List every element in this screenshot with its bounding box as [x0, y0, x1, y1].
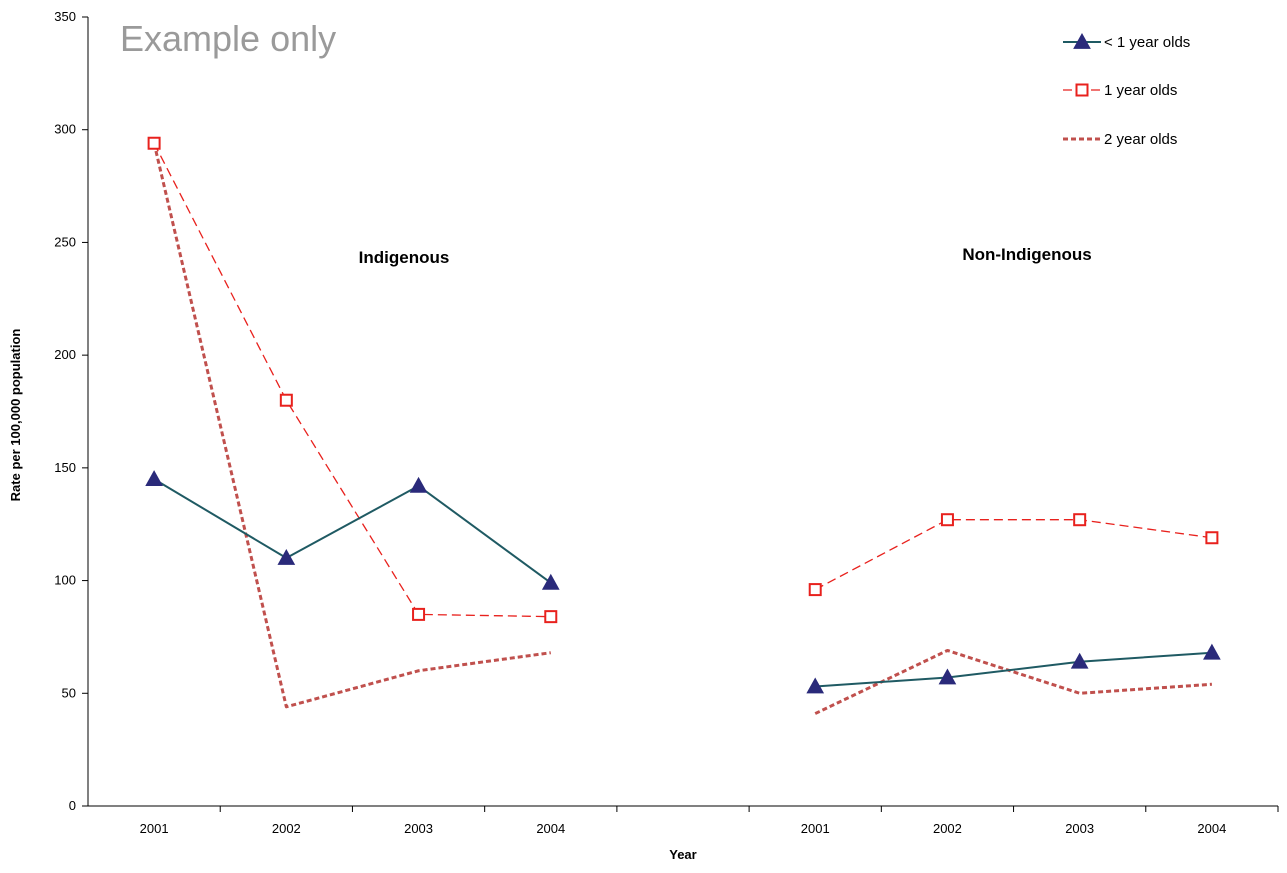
square-marker — [279, 393, 293, 407]
legend-label: 1 year olds — [1104, 82, 1177, 99]
x-tick-label: 2004 — [536, 821, 565, 836]
square-marker — [1205, 531, 1219, 545]
legend-label: < 1 year olds — [1104, 34, 1190, 51]
series-line-one_year — [814, 519, 1212, 591]
square-marker — [940, 513, 954, 527]
series-line-two_year — [152, 142, 551, 709]
x-tick-label: 2002 — [272, 821, 301, 836]
x-tick-label: 2004 — [1197, 821, 1226, 836]
triangle-marker — [145, 470, 163, 487]
tick-labels: 0 50 100 150 200 250 300 350 2001 2002 2003 2004 200… — [54, 9, 1226, 836]
y-tick-label: 0 — [69, 798, 76, 813]
series-under1 — [145, 470, 1221, 694]
series-line-under1 — [153, 478, 552, 584]
x-tick-label: 2003 — [1065, 821, 1094, 836]
triangle-marker — [1070, 652, 1089, 669]
y-tick-label: 150 — [54, 460, 76, 475]
legend-item-under1: < 1 year olds — [1063, 32, 1190, 51]
series-layer — [145, 136, 1221, 715]
x-axis-title: Year — [669, 847, 696, 862]
square-marker — [147, 136, 161, 150]
series-line-under1 — [815, 651, 1212, 688]
x-tick-label: 2001 — [801, 821, 830, 836]
triangle-marker — [938, 668, 957, 685]
triangle-marker — [409, 476, 428, 493]
x-tick-label: 2002 — [933, 821, 962, 836]
x-tick-label: 2001 — [140, 821, 169, 836]
series-one_year — [147, 136, 1219, 624]
group-label-non-indigenous: Non-Indigenous — [962, 245, 1091, 264]
square-marker — [412, 607, 426, 621]
triangle-marker — [277, 548, 296, 565]
y-tick-label: 100 — [54, 573, 76, 588]
series-line-one_year — [153, 142, 551, 618]
y-tick-label: 200 — [54, 347, 76, 362]
y-axis-title: Rate per 100,000 population — [8, 329, 23, 502]
triangle-marker — [1203, 643, 1221, 660]
series-two_year — [152, 142, 1212, 715]
axes — [82, 16, 1279, 812]
square-marker — [808, 583, 822, 597]
x-tick-label: 2003 — [404, 821, 433, 836]
triangle-marker — [541, 573, 560, 590]
legend-item-one_year: 1 year olds — [1063, 82, 1177, 99]
y-tick-label: 250 — [54, 234, 76, 249]
y-tick-label: 350 — [54, 9, 76, 24]
legend: < 1 year olds 1 year olds 2 year olds — [1063, 32, 1190, 148]
group-label-indigenous: Indigenous — [359, 248, 450, 267]
triangle-marker — [1073, 32, 1091, 49]
watermark-text: Example only — [120, 18, 336, 59]
y-tick-label: 300 — [54, 122, 76, 137]
square-marker — [544, 610, 558, 624]
y-tick-label: 50 — [62, 685, 76, 700]
legend-label: 2 year olds — [1104, 131, 1177, 148]
triangle-marker — [806, 677, 825, 694]
square-marker — [1075, 83, 1089, 97]
legend-item-two_year: 2 year olds — [1063, 131, 1177, 148]
square-marker — [1073, 513, 1087, 527]
